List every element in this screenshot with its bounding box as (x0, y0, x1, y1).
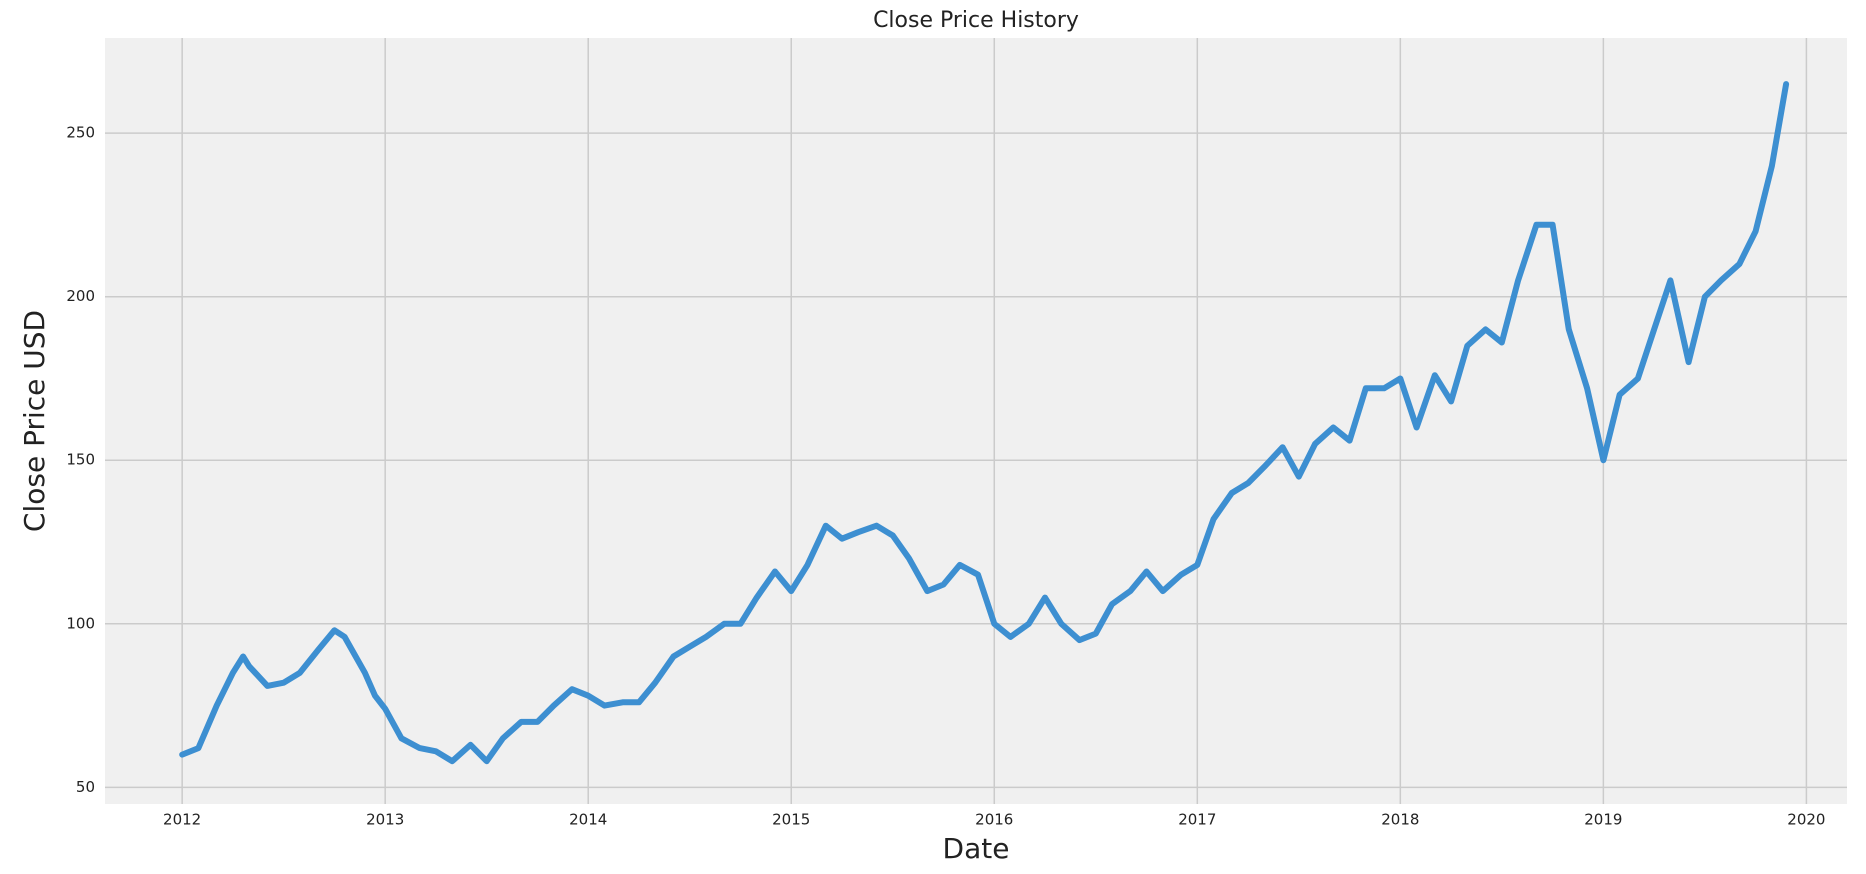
x-tick-label: 2019 (1584, 811, 1622, 829)
y-axis-label: Close Price USD (18, 310, 51, 532)
price-line (179, 81, 1790, 765)
y-tick-label: 100 (66, 614, 95, 632)
x-axis-label: Date (943, 832, 1010, 865)
chart-title: Close Price History (873, 8, 1079, 33)
y-tick-label: 50 (76, 778, 95, 796)
x-tick-label: 2015 (772, 811, 810, 829)
x-tick-label: 2017 (1178, 811, 1216, 829)
x-tick-label: 2013 (366, 811, 404, 829)
y-tick-label: 200 (66, 287, 95, 305)
y-tick-label: 250 (66, 124, 95, 142)
x-tick-label: 2014 (569, 811, 607, 829)
y-tick-label: 150 (66, 451, 95, 469)
x-tick-label: 2012 (163, 811, 201, 829)
x-tick-label: 2016 (975, 811, 1013, 829)
plot-area (105, 38, 1847, 804)
x-tick-label: 2020 (1787, 811, 1825, 829)
x-tick-label: 2018 (1381, 811, 1419, 829)
